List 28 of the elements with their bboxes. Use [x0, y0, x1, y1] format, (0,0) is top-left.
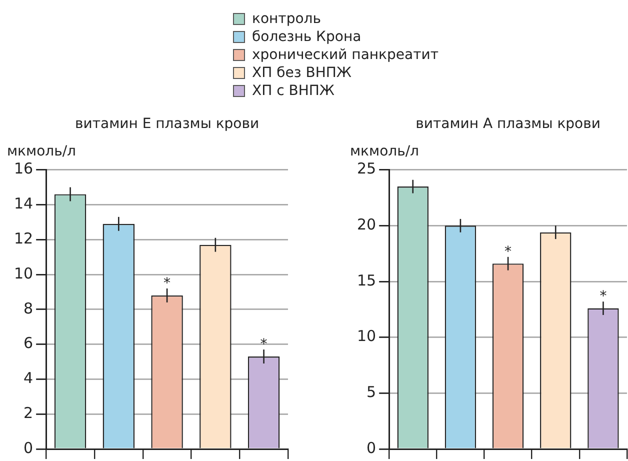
y-tick-label: 2 — [24, 404, 34, 422]
y-tick-label: 0 — [24, 438, 34, 457]
chart-title: витамин A плазмы крови — [416, 116, 600, 132]
legend-label: контроль — [252, 11, 321, 27]
y-tick-label: 4 — [24, 369, 34, 388]
y-tick-label: 10 — [356, 327, 376, 346]
y-tick-label: 0 — [366, 438, 376, 457]
legend-label: ХП без ВНПЖ — [252, 65, 352, 81]
y-axis-title: мкмоль/л — [350, 143, 420, 160]
y-tick-label: 15 — [356, 271, 376, 290]
data-label: * — [260, 336, 268, 353]
legend-label: ХП с ВНПЖ — [252, 83, 334, 99]
legend-label: болезнь Крона — [252, 29, 362, 45]
y-tick-label: 6 — [24, 334, 34, 352]
y-tick-label: 25 — [356, 160, 376, 178]
y-tick-label: 20 — [356, 216, 376, 234]
data-label: * — [504, 244, 512, 260]
legend-label: хронический панкреатит — [252, 47, 439, 63]
y-axis-title: мкмоль/л — [7, 143, 76, 160]
y-tick-label: 10 — [14, 264, 34, 282]
y-tick-label: 8 — [24, 299, 34, 318]
chart-title: витамин E плазмы крови — [74, 116, 260, 132]
y-tick-label: 12 — [14, 229, 34, 248]
data-label: * — [164, 275, 171, 292]
y-tick-label: 5 — [366, 383, 376, 402]
y-tick-label: 16 — [14, 160, 34, 178]
data-label: * — [600, 288, 607, 305]
y-tick-label: 14 — [14, 194, 34, 213]
